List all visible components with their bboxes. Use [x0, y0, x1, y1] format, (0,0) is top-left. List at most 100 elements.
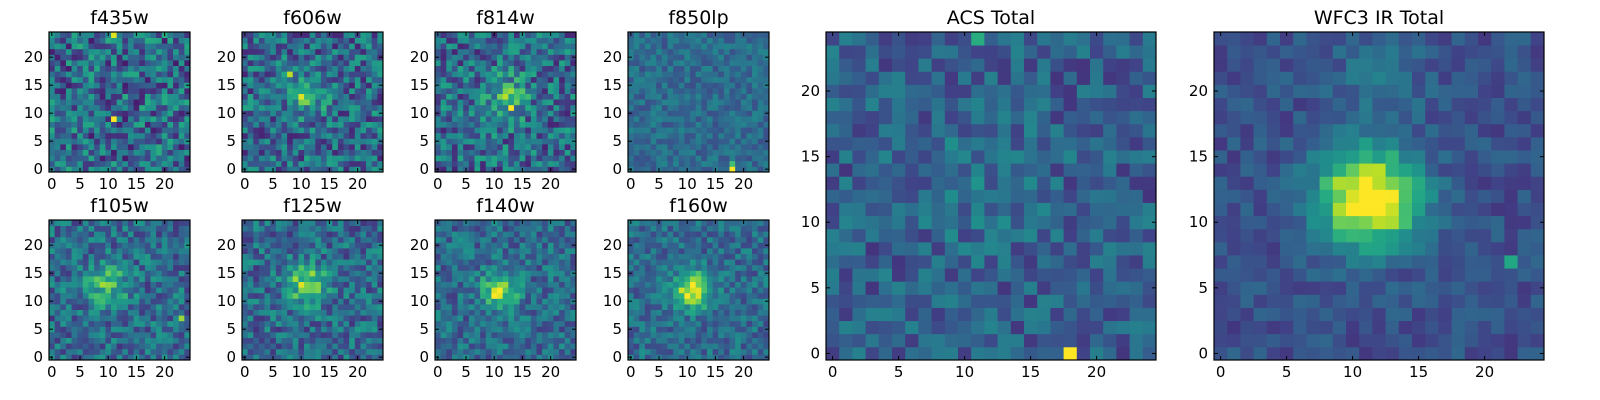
heatmap-cell	[94, 60, 101, 66]
heatmap-cell	[99, 225, 106, 232]
heatmap-cell	[525, 127, 532, 134]
heatmap-cell	[184, 348, 191, 355]
heatmap-cell	[133, 281, 140, 288]
heatmap-cell	[547, 110, 554, 117]
heatmap-cell	[1010, 281, 1025, 295]
heatmap-cell	[77, 270, 84, 277]
heatmap-cell	[639, 54, 646, 61]
heatmap-cell	[116, 337, 123, 344]
heatmap-cell	[633, 48, 640, 55]
heatmap-cell	[337, 343, 344, 350]
heatmap-cell	[701, 60, 708, 66]
heatmap-cell	[667, 127, 674, 134]
heatmap-cell	[474, 166, 481, 173]
heatmap-cell	[71, 144, 78, 150]
heatmap-cell	[463, 332, 470, 338]
heatmap-cell	[451, 287, 458, 294]
heatmap-cell	[757, 65, 764, 72]
heatmap-cell	[451, 60, 458, 66]
heatmap-cell	[258, 259, 265, 266]
heatmap-cell	[690, 144, 697, 150]
heatmap-cell	[553, 149, 560, 156]
heatmap-cell	[150, 121, 157, 128]
heatmap-cell	[349, 155, 356, 162]
heatmap-cell	[1037, 58, 1051, 72]
heatmap-cell	[735, 149, 742, 156]
heatmap-cell	[931, 176, 946, 190]
heatmap-cell	[656, 88, 663, 94]
heatmap-cell	[60, 43, 67, 50]
heatmap-cell	[839, 268, 853, 282]
heatmap-cell	[706, 32, 713, 38]
heatmap-cell	[127, 309, 134, 316]
heatmap-cell	[161, 298, 168, 305]
heatmap-cell	[852, 281, 866, 295]
heatmap-cell	[690, 93, 697, 100]
heatmap-cell	[878, 123, 893, 138]
x-tick-label: 15	[320, 175, 339, 193]
heatmap-cell	[491, 348, 498, 355]
heatmap-cell	[247, 276, 254, 282]
heatmap-cell	[513, 138, 520, 145]
heatmap-cell	[167, 225, 174, 232]
heatmap-cell	[656, 121, 663, 128]
heatmap-cell	[451, 166, 458, 173]
heatmap-cell	[530, 320, 537, 327]
heatmap-cell	[65, 144, 72, 150]
heatmap-cell	[144, 116, 151, 122]
heatmap-cell	[77, 337, 84, 344]
heatmap-cell	[349, 242, 356, 249]
heatmap-cell	[570, 149, 577, 156]
heatmap-cell	[150, 104, 157, 111]
heatmap-cell	[984, 320, 998, 335]
heatmap-cell	[474, 110, 481, 117]
heatmap-cell	[746, 54, 753, 61]
heatmap-cell	[60, 231, 67, 238]
heatmap-cell	[644, 82, 651, 89]
heatmap-cell	[264, 166, 271, 173]
heatmap-cell	[1037, 71, 1051, 85]
heatmap-cell	[111, 253, 118, 260]
heatmap-cell	[1103, 268, 1117, 282]
heatmap-cell	[304, 48, 311, 55]
heatmap-cell	[474, 298, 481, 305]
heatmap-cell	[984, 32, 998, 46]
heatmap-cell	[729, 116, 736, 122]
heatmap-cell	[735, 138, 742, 145]
heatmap-cell	[1090, 228, 1104, 243]
heatmap-cell	[491, 121, 498, 128]
heatmap-cell	[457, 121, 464, 128]
heatmap-cell	[281, 320, 288, 327]
heatmap-cell	[457, 337, 464, 344]
heatmap-cell	[309, 127, 316, 134]
heatmap-cell	[287, 54, 294, 61]
heatmap-cell	[451, 37, 458, 44]
heatmap-cell	[944, 71, 959, 85]
heatmap-cell	[111, 231, 118, 238]
heatmap-cell	[71, 32, 78, 38]
heatmap-cell	[258, 99, 265, 106]
heatmap-cell	[270, 231, 277, 238]
heatmap-cell	[530, 354, 537, 361]
heatmap-cell	[116, 248, 123, 254]
heatmap-cell	[564, 149, 571, 156]
heatmap-cell	[1129, 215, 1144, 230]
heatmap-cell	[468, 82, 475, 89]
heatmap-cell	[905, 84, 919, 98]
heatmap-cell	[133, 160, 140, 167]
heatmap-cell	[371, 253, 378, 260]
heatmap-cell	[519, 315, 526, 322]
heatmap-cell	[320, 144, 327, 150]
heatmap-cell	[111, 43, 118, 50]
heatmap-cell	[667, 32, 674, 38]
heatmap-cell	[337, 315, 344, 322]
heatmap-cell	[139, 155, 146, 162]
heatmap-cell	[1116, 189, 1130, 203]
heatmap-cell	[150, 71, 157, 78]
heatmap-cell	[542, 71, 549, 78]
heatmap-cell	[508, 65, 515, 72]
heatmap-cell	[371, 259, 378, 266]
heatmap-cell	[446, 138, 453, 145]
heatmap-cell	[530, 332, 537, 338]
heatmap-cell	[502, 281, 509, 288]
